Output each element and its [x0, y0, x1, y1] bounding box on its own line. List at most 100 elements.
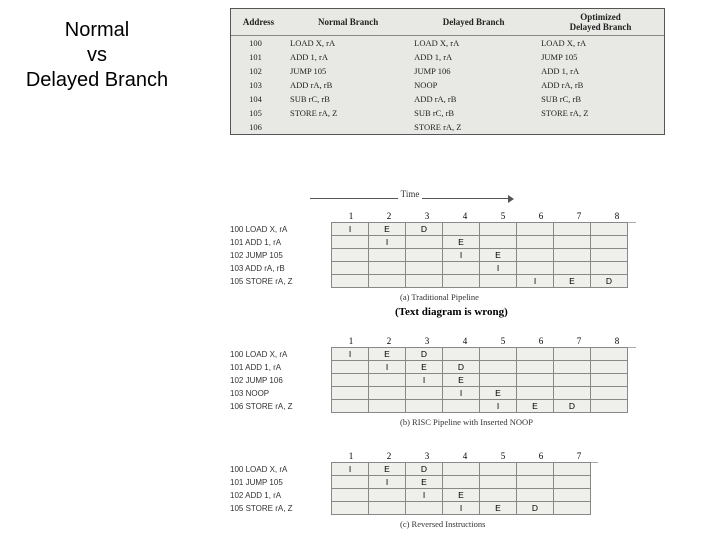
pipe-instr-label: 100 LOAD X, rA [230, 223, 332, 236]
pipe-cell: I [479, 399, 517, 413]
pipe-cell [331, 386, 369, 400]
title-line-3: Delayed Branch [12, 68, 182, 93]
pipe-cell [368, 248, 406, 262]
table-cell: SUB rC, rB [286, 92, 410, 106]
table-cell: ADD rA, rB [410, 92, 537, 106]
pipe-cell: E [368, 347, 406, 361]
pipe-instr-label: 102 JUMP 106 [230, 374, 332, 387]
pipe-cell [516, 462, 554, 476]
pipe-cell: I [516, 274, 554, 288]
table-cell: STORE rA, Z [537, 106, 664, 120]
pipe-cell [516, 261, 554, 275]
table-cell: ADD rA, rB [286, 78, 410, 92]
pipe-cell [553, 373, 591, 387]
pipe-cell [405, 261, 443, 275]
slide-title: Normal vs Delayed Branch [12, 18, 182, 93]
pipe-cell: I [442, 248, 480, 262]
table-row: 106STORE rA, Z [231, 120, 664, 134]
pipe-instr-label: 102 ADD 1, rA [230, 489, 332, 502]
pipe-cell [331, 274, 369, 288]
table-row: 104SUB rC, rBADD rA, rBSUB rC, rB [231, 92, 664, 106]
pipe-cell [331, 248, 369, 262]
pipe-cell [479, 462, 517, 476]
pipe-cell: E [479, 386, 517, 400]
table-cell: 100 [231, 36, 286, 51]
table-row: 102JUMP 105JUMP 106ADD 1, rA [231, 64, 664, 78]
table-cell: SUB rC, rB [537, 92, 664, 106]
table-cell: 104 [231, 92, 286, 106]
pipe-cell [553, 360, 591, 374]
pipe-cell [590, 386, 628, 400]
pipe-cell: D [405, 462, 443, 476]
instruction-comparison-table: AddressNormal BranchDelayed BranchOptimi… [230, 8, 665, 135]
pipe-instr-label: 102 JUMP 105 [230, 249, 332, 262]
table-cell: STORE rA, Z [286, 106, 410, 120]
table-cell: LOAD X, rA [286, 36, 410, 51]
table-row: 100LOAD X, rALOAD X, rALOAD X, rA [231, 36, 664, 51]
pipe-cell: I [331, 347, 369, 361]
table-cell [537, 120, 664, 134]
pipe-row: 105 STORE rA, ZIED [230, 275, 636, 288]
table-cell: JUMP 105 [537, 50, 664, 64]
pipe-cell [331, 501, 369, 515]
pipe-cell: I [331, 462, 369, 476]
table-header: Delayed Branch [410, 9, 537, 36]
title-line-1: Normal [12, 18, 182, 43]
pipe-cell: D [405, 222, 443, 236]
pipe-cell [442, 399, 480, 413]
pipe-instr-label: 106 STORE rA, Z [230, 400, 332, 413]
pipe-cell [479, 475, 517, 489]
pipe-cell [590, 360, 628, 374]
pipe-cell [442, 222, 480, 236]
table-cell: JUMP 106 [410, 64, 537, 78]
pipe-instr-label: 101 ADD 1, rA [230, 236, 332, 249]
pipe-cell [516, 360, 554, 374]
pipe-cell [553, 501, 591, 515]
pipe-cell [516, 488, 554, 502]
pipe-cell [368, 274, 406, 288]
pipe-cell [405, 235, 443, 249]
pipe-cell [331, 235, 369, 249]
pipe-cell: E [479, 248, 517, 262]
pipe-cell: D [442, 360, 480, 374]
pipe-cell [590, 399, 628, 413]
table-cell: 106 [231, 120, 286, 134]
pipe-cell [553, 462, 591, 476]
pipe-instr-label: 100 LOAD X, rA [230, 463, 332, 476]
pipe-cell [331, 373, 369, 387]
pipe-cell [479, 488, 517, 502]
pipe-cell: I [368, 235, 406, 249]
pipe-cell [368, 501, 406, 515]
pipe-cell: E [368, 222, 406, 236]
title-line-2: vs [12, 43, 182, 68]
pipe-cell [590, 248, 628, 262]
pipe-cell [516, 248, 554, 262]
pipe-cell [368, 488, 406, 502]
table-cell: NOOP [410, 78, 537, 92]
pipe-instr-label: 101 ADD 1, rA [230, 361, 332, 374]
table-header: Normal Branch [286, 9, 410, 36]
pipe-cell: E [442, 373, 480, 387]
pipe-cell [405, 386, 443, 400]
table-cell: 103 [231, 78, 286, 92]
pipe-cell: I [442, 386, 480, 400]
pipe-cell [516, 373, 554, 387]
pipe-cell [442, 475, 480, 489]
pipe-cell [442, 462, 480, 476]
pipe-cell: E [442, 488, 480, 502]
pipe-cell [479, 235, 517, 249]
pipeline-diagram-b: 12345678100 LOAD X, rAIED101 ADD 1, rAIE… [230, 335, 636, 427]
pipe-cell [590, 235, 628, 249]
pipe-cell [442, 261, 480, 275]
pipe-cell [331, 399, 369, 413]
pipe-cell [479, 347, 517, 361]
pipe-instr-label: 105 STORE rA, Z [230, 275, 332, 288]
table-cell: ADD 1, rA [286, 50, 410, 64]
pipe-cell: E [479, 501, 517, 515]
pipe-caption: (a) Traditional Pipeline [400, 292, 636, 302]
table-cell: 102 [231, 64, 286, 78]
pipe-cell [368, 386, 406, 400]
pipe-cell [516, 222, 554, 236]
pipe-instr-label: 105 STORE rA, Z [230, 502, 332, 515]
table-cell: 101 [231, 50, 286, 64]
